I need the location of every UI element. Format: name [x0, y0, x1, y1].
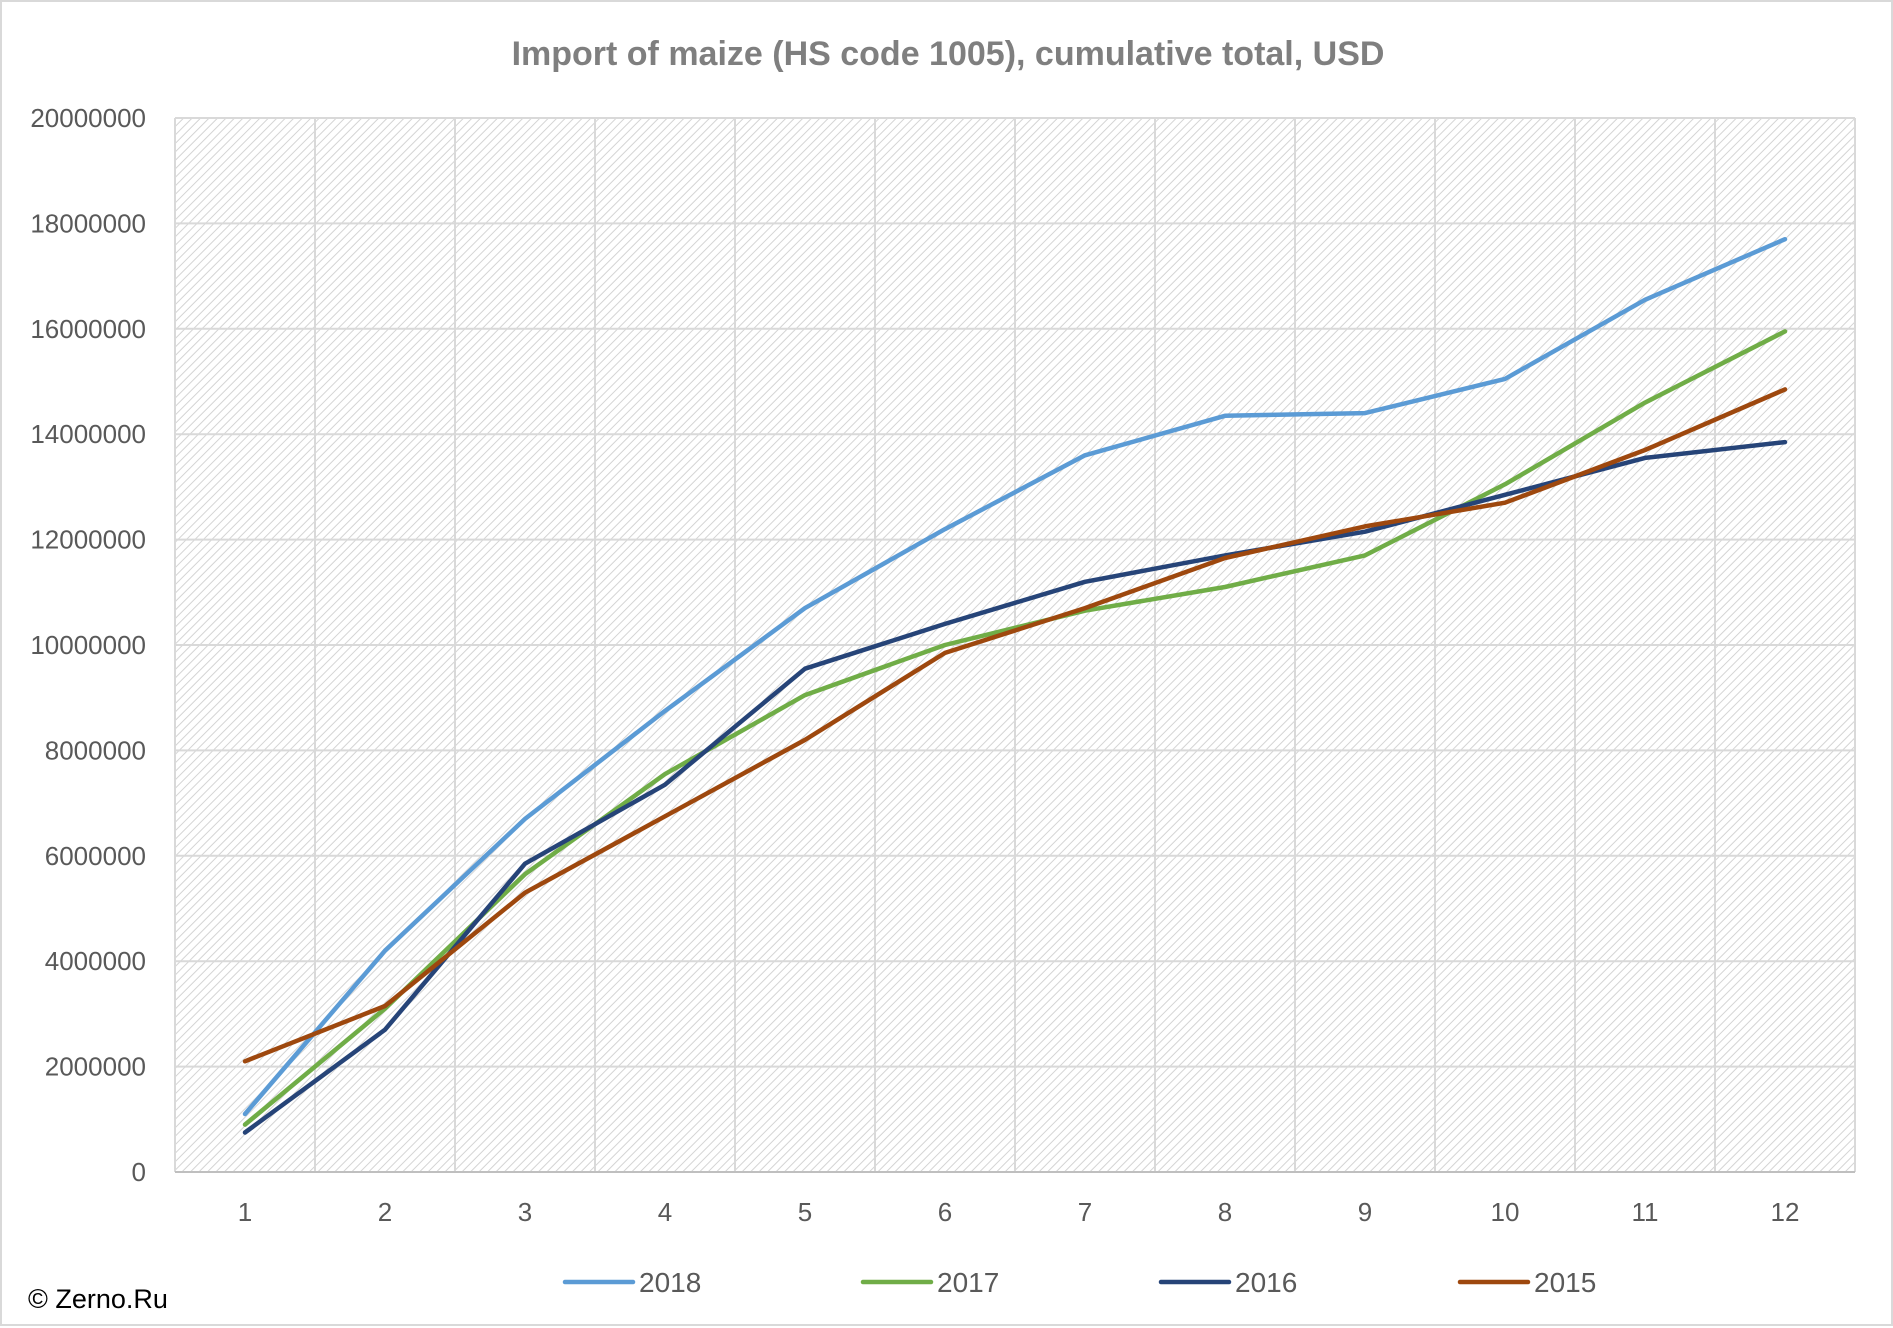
y-tick-label: 0: [132, 1157, 146, 1187]
legend-label: 2016: [1235, 1267, 1297, 1298]
series-line-2017: [242, 329, 1788, 1127]
y-tick-label: 4000000: [45, 946, 146, 976]
x-tick-label: 3: [518, 1197, 532, 1227]
x-tick-label: 2: [378, 1197, 392, 1227]
legend-item: 2018: [562, 1267, 701, 1298]
x-tick-label: 8: [1218, 1197, 1232, 1227]
legend: 2018 2017 2016 2015: [562, 1267, 1596, 1298]
y-tick-label: 2000000: [45, 1052, 146, 1082]
series-line-2015: [242, 387, 1788, 1064]
x-tick-label: 9: [1358, 1197, 1372, 1227]
series-lines: [242, 236, 1788, 1135]
x-tick-label: 12: [1771, 1197, 1800, 1227]
y-tick-label: 8000000: [45, 735, 146, 765]
series-line-2018: [242, 236, 1788, 1117]
x-tick-label: 5: [798, 1197, 812, 1227]
legend-label: 2018: [639, 1267, 701, 1298]
x-tick-label: 4: [658, 1197, 672, 1227]
credit-text: © Zerno.Ru: [28, 1284, 168, 1314]
x-tick-label: 10: [1491, 1197, 1520, 1227]
y-tick-label: 12000000: [30, 525, 146, 555]
legend-label: 2017: [937, 1267, 999, 1298]
y-tick-label: 14000000: [30, 419, 146, 449]
gridlines: [174, 117, 1856, 1173]
x-tick-label: 1: [238, 1197, 252, 1227]
x-axis: 1 2 3 4 5 6 7 8 9 10 11 12: [238, 1197, 1800, 1227]
y-tick-label: 10000000: [30, 630, 146, 660]
legend-item: 2015: [1457, 1267, 1596, 1298]
legend-label: 2015: [1534, 1267, 1596, 1298]
y-tick-label: 6000000: [45, 841, 146, 871]
y-axis: 0 2000000 4000000 6000000 8000000 10000000 120…: [30, 103, 146, 1187]
chart-title: Import of maize (HS code 1005), cumulati…: [512, 35, 1385, 73]
legend-item: 2016: [1158, 1267, 1297, 1298]
y-tick-label: 16000000: [30, 314, 146, 344]
x-tick-label: 11: [1632, 1197, 1659, 1227]
series-line-2016: [242, 439, 1788, 1135]
x-tick-label: 7: [1078, 1197, 1092, 1227]
x-tick-label: 6: [938, 1197, 952, 1227]
y-tick-label: 20000000: [30, 103, 146, 133]
y-tick-label: 18000000: [30, 208, 146, 238]
legend-item: 2017: [860, 1267, 999, 1298]
